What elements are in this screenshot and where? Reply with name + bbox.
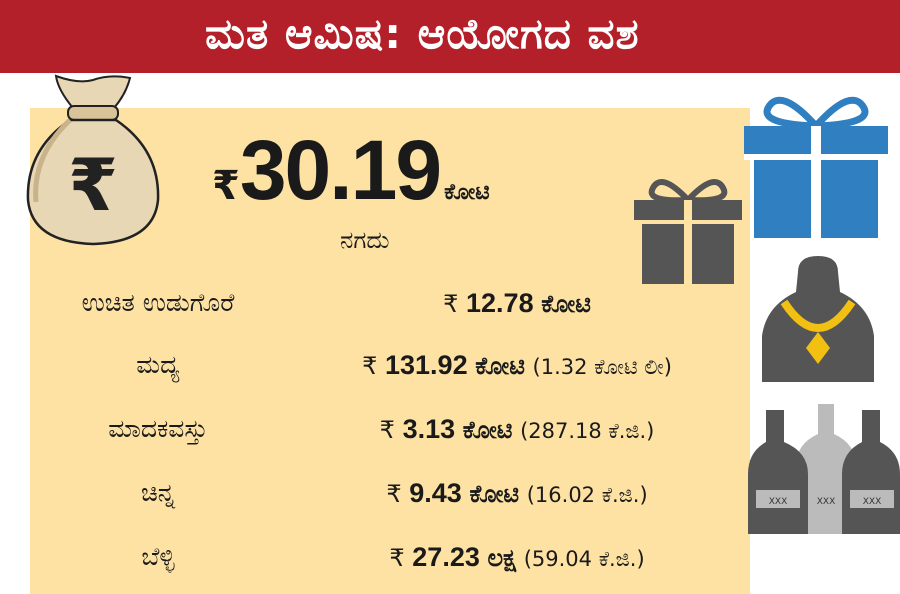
row-unit: ಕೋಟಿ — [469, 480, 520, 508]
row-amount: 9.43 — [409, 478, 462, 508]
bottle-label: XXX — [769, 497, 788, 507]
cash-currency: ₹ — [212, 163, 240, 209]
row-label: ಚಿನ್ನ — [30, 466, 286, 520]
row-unit: ಕೋಟಿ — [462, 416, 513, 444]
row-unit: ಕೋಟಿ — [475, 352, 525, 380]
row-label: ಮದ್ಯ — [30, 338, 286, 392]
row-value: ₹ 12.78 ಕೋಟಿ — [294, 276, 740, 330]
table-row: ಮಾದಕವಸ್ತು ₹ 3.13 ಕೋಟಿ (287.18 ಕೆ.ಜಿ.) — [30, 402, 740, 456]
row-value: ₹ 9.43 ಕೋಟಿ (16.02 ಕೆ.ಜಿ.) — [294, 466, 740, 520]
cash-amount: 30.19 — [239, 123, 442, 217]
row-extra: (287.18 ಕೆ.ಜಿ.) — [520, 419, 655, 443]
row-currency: ₹ — [389, 544, 405, 572]
bottle-icon — [842, 410, 900, 534]
row-currency: ₹ — [443, 290, 459, 318]
row-value: ₹ 3.13 ಕೋಟಿ (287.18 ಕೆ.ಜಿ.) — [294, 402, 740, 456]
cash-figure: ₹30.19 ಕೋಟಿ — [212, 128, 490, 212]
banner-title: ಮತ ಆಮಿಷ: ಆಯೋಗದ ವಶ — [205, 9, 640, 58]
liquor-bottles-icon: XXX XXX XXX — [748, 404, 900, 534]
row-amount: 12.78 — [466, 288, 534, 318]
row-currency: ₹ — [362, 352, 378, 380]
row-currency: ₹ — [386, 480, 402, 508]
table-row: ಬೆಳ್ಳಿ ₹ 27.23 ಲಕ್ಷ (59.04 ಕೆ.ಜಿ.) — [30, 530, 740, 584]
cash-caption: ನಗದು — [340, 226, 390, 254]
row-label: ಬೆಳ್ಳಿ — [30, 530, 286, 584]
bottle-label: XXX — [863, 497, 882, 507]
bottle-icon — [748, 410, 808, 534]
row-extra: (1.32 ಕೋಟಿ ಲೀ) — [532, 355, 672, 379]
table-row: ಚಿನ್ನ ₹ 9.43 ಕೋಟಿ (16.02 ಕೆ.ಜಿ.) — [30, 466, 740, 520]
row-extra: (16.02 ಕೆ.ಜಿ.) — [526, 483, 648, 507]
row-value: ₹ 131.92 ಕೋಟಿ (1.32 ಕೋಟಿ ಲೀ) — [294, 338, 740, 392]
table-row: ಮದ್ಯ ₹ 131.92 ಕೋಟಿ (1.32 ಕೋಟಿ ಲೀ) — [30, 338, 740, 392]
table-row: ಉಚಿತ ಉಡುಗೊರೆ ₹ 12.78 ಕೋಟಿ — [30, 276, 740, 330]
row-amount: 131.92 — [385, 350, 468, 380]
money-bag-icon: ₹ — [26, 74, 160, 246]
row-label: ಉಚಿತ ಉಡುಗೊರೆ — [30, 276, 286, 330]
row-amount: 27.23 — [412, 542, 480, 572]
row-extra: (59.04 ಕೆ.ಜಿ.) — [523, 547, 645, 571]
svg-text:₹: ₹ — [68, 143, 118, 227]
cash-unit: ಕೋಟಿ — [444, 180, 490, 205]
row-label: ಮಾದಕವಸ್ತು — [30, 402, 286, 456]
row-value: ₹ 27.23 ಲಕ್ಷ (59.04 ಕೆ.ಜಿ.) — [294, 530, 740, 584]
row-amount: 3.13 — [402, 414, 456, 444]
row-unit: ಲಕ್ಷ — [487, 544, 517, 572]
row-unit: ಕೋಟಿ — [541, 290, 591, 318]
gift-icon — [744, 96, 888, 238]
title-banner: ಮತ ಆಮಿಷ: ಆಯೋಗದ ವಶ — [0, 0, 900, 73]
necklace-icon — [762, 256, 874, 382]
bottle-icon — [796, 404, 856, 534]
gift-icon — [634, 179, 742, 284]
row-currency: ₹ — [379, 416, 395, 444]
bottle-label: XXX — [817, 497, 836, 507]
